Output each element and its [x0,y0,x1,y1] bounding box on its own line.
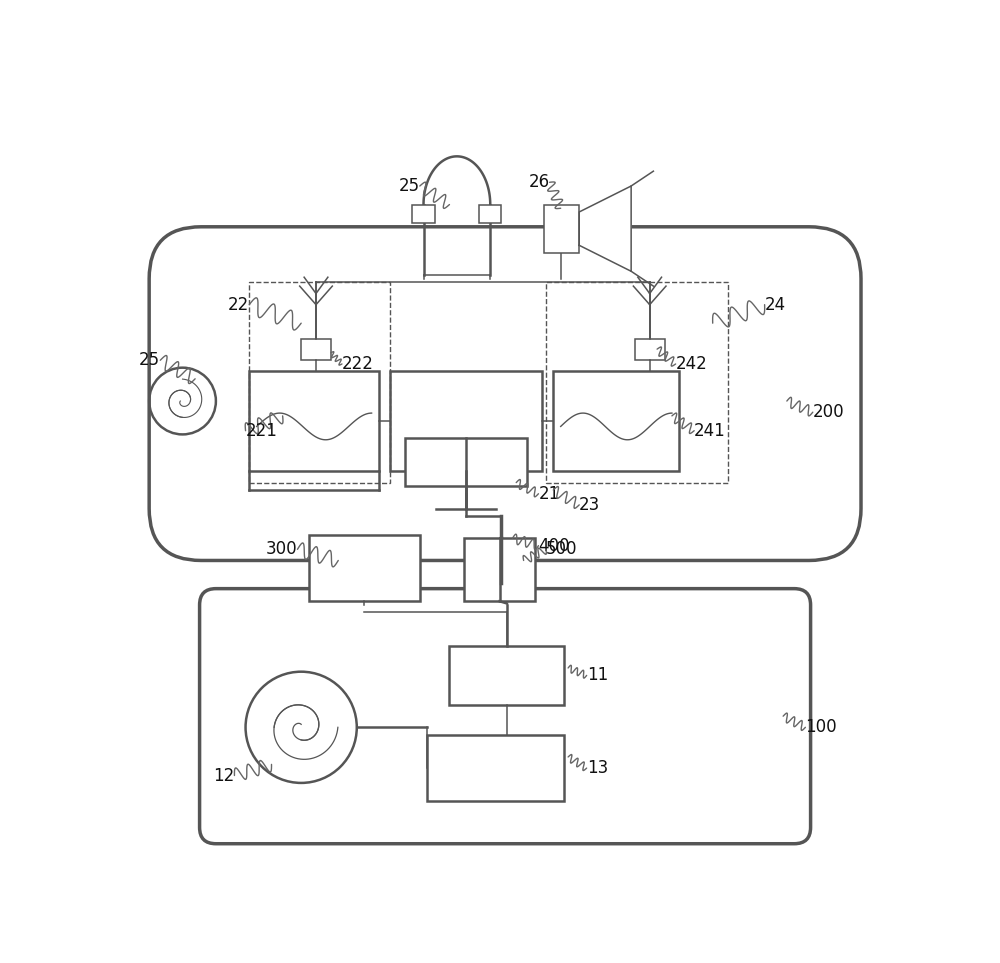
Bar [553,372,679,472]
Text: 200: 200 [813,403,844,421]
Text: 241: 241 [694,422,726,440]
Bar [635,340,665,360]
Polygon shape [579,186,631,272]
Text: 21: 21 [538,484,560,503]
Bar [249,282,390,482]
Text: 26: 26 [528,173,550,192]
Text: 242: 242 [676,355,707,373]
Bar [309,534,420,601]
Text: 23: 23 [579,496,600,514]
FancyBboxPatch shape [149,226,861,560]
Text: 221: 221 [246,422,277,440]
Text: 25: 25 [399,177,420,195]
Bar [546,282,728,482]
Text: 300: 300 [266,540,297,559]
Text: 22: 22 [228,296,249,314]
Bar [464,538,535,601]
Text: 500: 500 [546,540,577,559]
Bar [405,438,527,486]
Bar [301,340,331,360]
Bar [249,372,379,472]
Bar [479,204,501,223]
Bar [412,204,435,223]
Text: 400: 400 [538,536,570,555]
Text: 25: 25 [139,351,160,369]
Bar [544,204,579,252]
Text: 24: 24 [765,296,786,314]
Bar [427,735,564,801]
FancyBboxPatch shape [200,588,811,844]
Bar [449,646,564,705]
Text: 11: 11 [587,666,608,685]
Text: 12: 12 [213,767,234,785]
Bar [390,372,542,472]
Text: 100: 100 [805,718,837,737]
Text: 13: 13 [587,759,608,777]
Text: 222: 222 [342,355,374,373]
